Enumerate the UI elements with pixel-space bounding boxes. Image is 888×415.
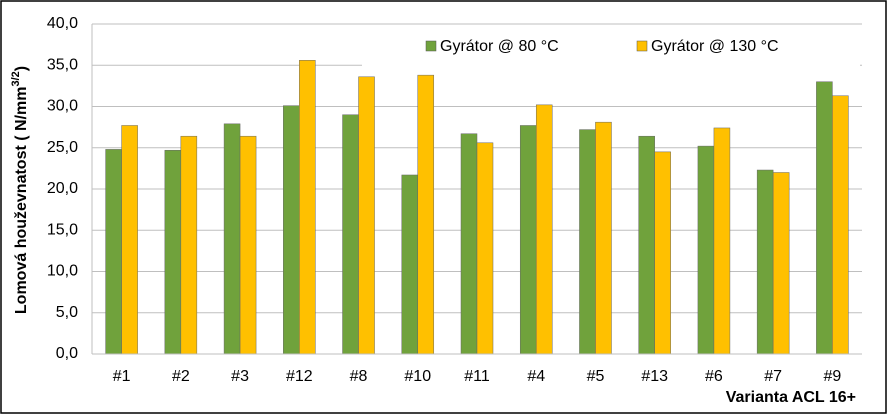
bar xyxy=(772,172,790,355)
y-tick-label: 40,0 xyxy=(47,15,78,32)
x-axis-title: Varianta ACL 16+ xyxy=(726,389,856,406)
x-tick-label: #4 xyxy=(527,368,545,385)
legend-label: Gyrátor @ 80 °C xyxy=(440,38,559,55)
bar xyxy=(579,129,596,355)
y-tick-label: 0,0 xyxy=(56,345,78,362)
x-tick-label: #9 xyxy=(823,368,841,385)
bar xyxy=(519,125,537,355)
x-tick-label: #3 xyxy=(231,368,249,385)
x-tick-label: #13 xyxy=(641,368,668,385)
y-axis-title-text: Lomová houževnatost ( N/mm xyxy=(13,87,30,315)
y-tick-label: 15,0 xyxy=(47,221,78,238)
bar xyxy=(535,104,553,355)
y-tick-label: 30,0 xyxy=(47,98,78,115)
bar xyxy=(121,125,138,355)
bar xyxy=(476,142,494,355)
x-tick-label: #7 xyxy=(764,368,782,385)
bar xyxy=(417,74,435,355)
bar xyxy=(595,121,612,355)
legend-box xyxy=(362,28,860,66)
bar xyxy=(460,133,478,355)
bar xyxy=(180,135,198,355)
bar xyxy=(283,105,300,355)
bar xyxy=(713,127,731,355)
bar xyxy=(654,151,671,355)
bar xyxy=(223,123,241,355)
y-axis-title-sup: 3/2 xyxy=(10,71,22,86)
x-tick-label: #1 xyxy=(113,368,131,385)
x-tick-label: #5 xyxy=(587,368,605,385)
x-tick-label: #12 xyxy=(286,368,313,385)
y-axis-title: Lomová houževnatost ( N/mm3/2) xyxy=(10,66,30,314)
y-tick-label: 20,0 xyxy=(47,180,78,197)
bar xyxy=(697,145,715,355)
x-tick-label: #8 xyxy=(350,368,368,385)
y-tick-label: 25,0 xyxy=(47,139,78,156)
bar xyxy=(401,174,419,355)
y-tick-label: 5,0 xyxy=(56,304,78,321)
x-tick-label: #10 xyxy=(404,368,431,385)
y-tick-label: 10,0 xyxy=(47,263,78,280)
bar xyxy=(342,114,359,355)
bar xyxy=(299,60,316,355)
y-axis-title-after: ) xyxy=(13,66,30,71)
legend-label: Gyrátor @ 130 °C xyxy=(651,38,779,55)
legend-swatch xyxy=(425,40,437,52)
x-tick-label: #6 xyxy=(705,368,723,385)
bar xyxy=(638,135,655,355)
bar xyxy=(816,81,833,355)
y-tick-label: 35,0 xyxy=(47,56,78,73)
legend-swatch xyxy=(636,40,648,52)
bar xyxy=(832,95,849,355)
bar xyxy=(105,149,122,355)
bar xyxy=(756,169,774,355)
bar xyxy=(164,149,182,355)
bar xyxy=(358,76,375,355)
x-tick-label: #11 xyxy=(464,368,490,385)
bar xyxy=(239,135,257,355)
x-tick-label: #2 xyxy=(172,368,190,385)
